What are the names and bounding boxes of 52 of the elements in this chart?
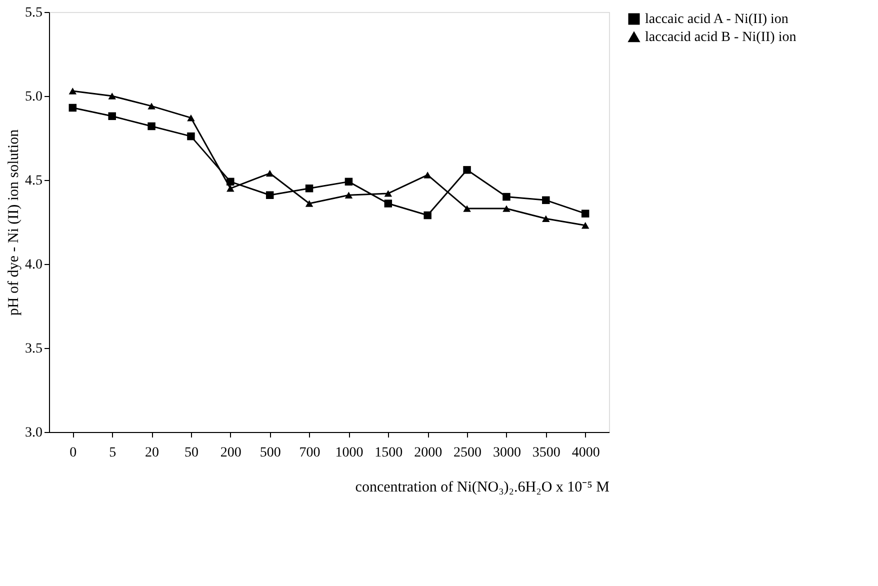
- x-tick-label: 200: [220, 446, 242, 460]
- point: [187, 114, 195, 122]
- point: [226, 185, 234, 192]
- x-tick-label: 500: [260, 446, 281, 460]
- point: [542, 215, 550, 222]
- x-tick-label: 2500: [454, 446, 482, 460]
- point: [463, 205, 471, 212]
- point: [148, 122, 156, 130]
- point: [344, 178, 353, 186]
- legend-label: laccacid acid B - Ni(II) ion: [645, 30, 796, 45]
- point: [226, 178, 234, 186]
- legend-label: laccaic acid A - Ni(II) ion: [645, 12, 788, 27]
- x-tick-label: 4000: [572, 446, 600, 460]
- x-tick-label: 1000: [335, 446, 364, 460]
- point: [266, 170, 274, 177]
- point: [148, 102, 156, 110]
- x-tick-label: 0: [70, 446, 77, 460]
- y-axis-title: pH of dye - Ni (II) ion solution: [6, 128, 22, 316]
- point: [581, 210, 590, 218]
- point: [463, 166, 471, 174]
- point: [581, 222, 590, 229]
- point: [68, 104, 77, 112]
- point: [542, 196, 550, 204]
- point: [424, 172, 432, 178]
- x-tick-label: 5: [109, 446, 116, 460]
- x-tick-label: 3000: [492, 446, 521, 460]
- point: [305, 184, 314, 192]
- point: [68, 88, 77, 94]
- y-tick-label: 3.5: [25, 342, 42, 356]
- x-tick-label: 700: [299, 446, 320, 460]
- point: [266, 191, 274, 199]
- point: [108, 112, 116, 120]
- x-tick-label: 1500: [374, 446, 403, 460]
- x-tick-label: 20: [145, 446, 160, 460]
- point: [424, 211, 432, 220]
- point: [384, 200, 392, 208]
- y-tick-label: 4.5: [25, 174, 42, 188]
- x-axis-title: concentration of Ni(NO₃)₂.6H₂O x 10⁻⁵ M: [355, 480, 610, 496]
- x-tick-label: 50: [184, 446, 198, 460]
- point: [305, 200, 314, 207]
- point: [384, 190, 392, 197]
- y-tick-label: 5.5: [25, 6, 42, 20]
- point: [502, 192, 510, 201]
- y-tick-label: 3.0: [25, 426, 42, 440]
- y-tick-label: 5.0: [25, 90, 42, 104]
- x-tick-label: 3500: [532, 446, 560, 460]
- point: [108, 92, 116, 100]
- point: [344, 192, 353, 198]
- point: [502, 205, 510, 212]
- point: [187, 132, 195, 140]
- x-tick-label: 2000: [414, 446, 442, 460]
- y-tick-label: 4.0: [25, 258, 42, 272]
